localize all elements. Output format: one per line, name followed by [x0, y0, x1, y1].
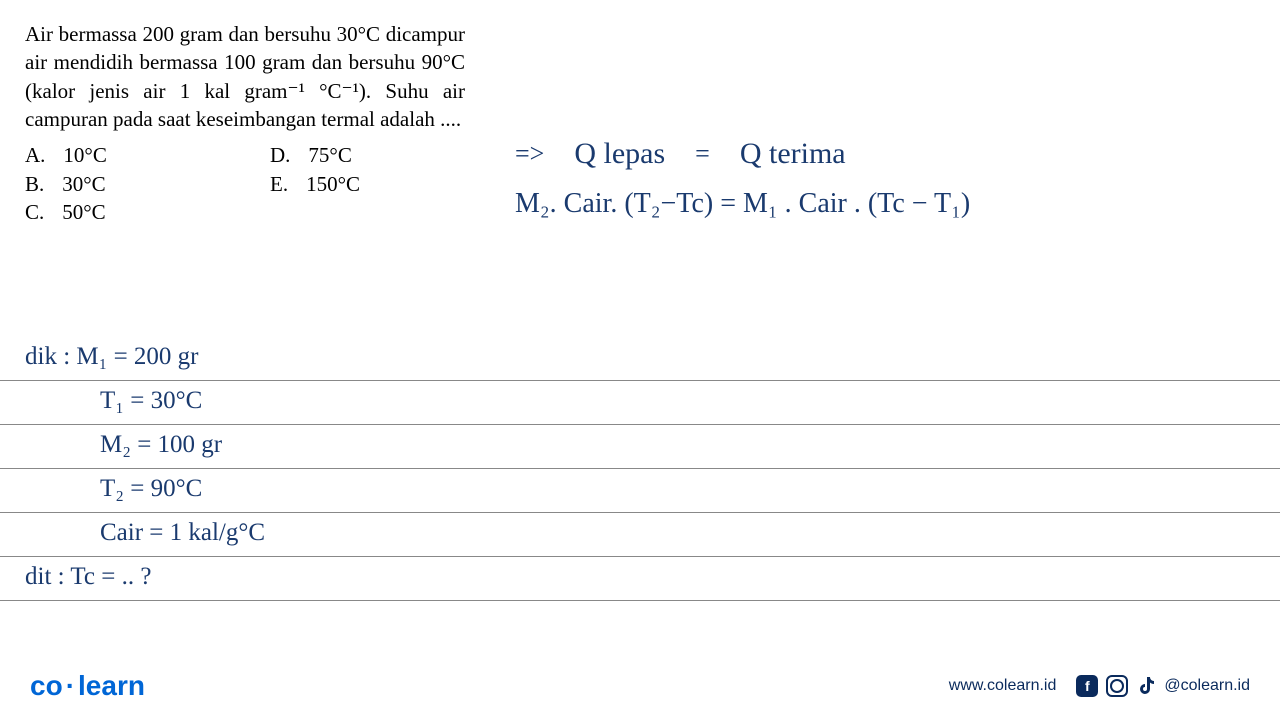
asked-tc: dit : Tc = .. ?: [25, 555, 265, 599]
given-m1: dik : M₁ = 200 gr: [25, 335, 265, 379]
option-a: A.10°C: [25, 141, 220, 169]
option-c: C.50°C: [25, 198, 220, 226]
facebook-icon: f: [1076, 675, 1098, 697]
equals: =: [695, 133, 710, 175]
option-b: B.30°C: [25, 170, 220, 198]
handwriting-given: dik : M₁ = 200 gr T₁ = 30°C M₂ = 100 gr …: [25, 335, 265, 599]
tiktok-icon: [1136, 675, 1156, 697]
arrow-implies: =>: [515, 133, 544, 175]
footer-right: www.colearn.id f @colearn.id: [949, 675, 1250, 697]
instagram-icon: [1106, 675, 1128, 697]
handwriting-derivation: => Q lepas = Q terima M₂. Cair. (T₂−Tc) …: [515, 130, 970, 227]
given-t2: T₂ = 90°C: [25, 467, 265, 511]
question-block: Air bermassa 200 gram dan bersuhu 30°C d…: [25, 20, 465, 226]
given-m2: M₂ = 100 gr: [25, 423, 265, 467]
ruled-line: [0, 600, 1280, 601]
q-terima: Q terima: [740, 130, 846, 178]
q-lepas: Q lepas: [574, 130, 665, 178]
footer-handle: @colearn.id: [1164, 677, 1250, 695]
option-d: D.75°C: [270, 141, 465, 169]
given-t1: T₁ = 30°C: [25, 379, 265, 423]
question-text: Air bermassa 200 gram dan bersuhu 30°C d…: [25, 20, 465, 133]
option-e: E.150°C: [270, 170, 465, 198]
equation-line: M₂. Cair. (T₂−Tc) = M₁ . Cair . (Tc − T₁…: [515, 182, 970, 227]
footer-bar: co·learn www.colearn.id f @colearn.id: [0, 670, 1280, 702]
social-icons: f @colearn.id: [1076, 675, 1250, 697]
footer-url: www.colearn.id: [949, 677, 1057, 695]
options-grid: A.10°C B.30°C C.50°C D.75°C E.150°C: [25, 141, 465, 226]
given-cair: Cair = 1 kal/g°C: [25, 511, 265, 555]
colearn-logo: co·learn: [30, 670, 145, 702]
